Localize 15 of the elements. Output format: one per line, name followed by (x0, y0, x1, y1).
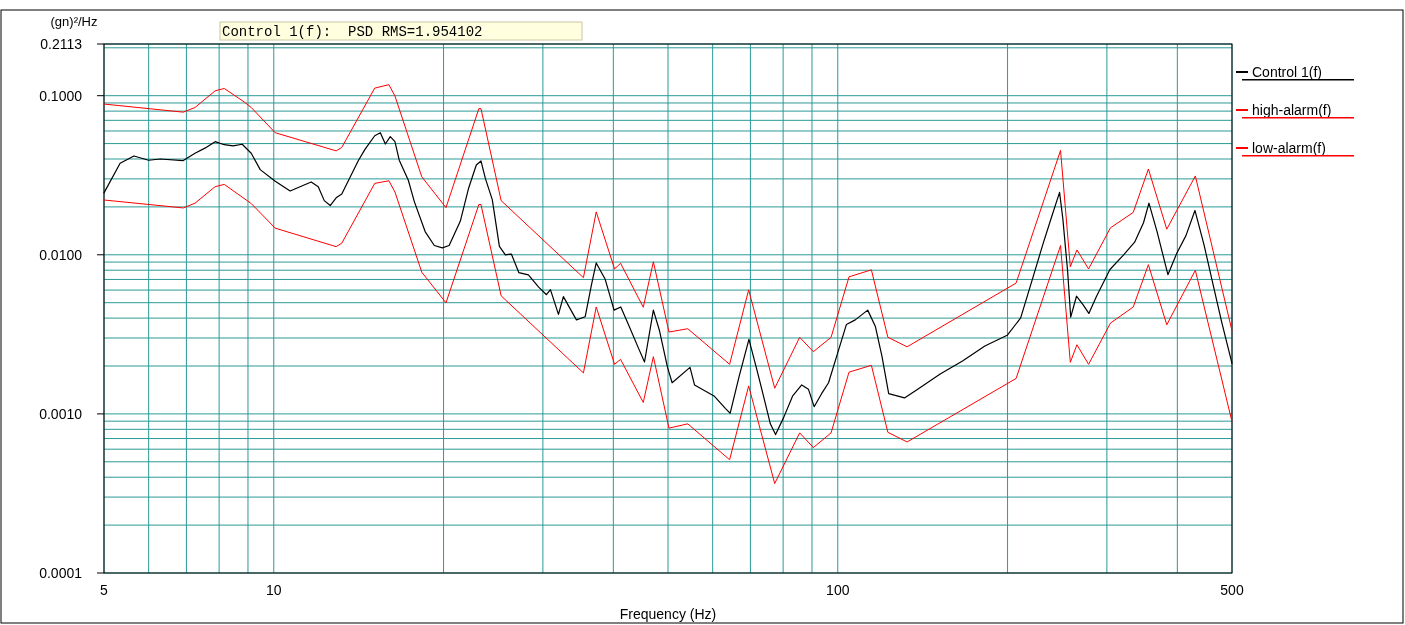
y-tick-label: 0.1000 (39, 87, 83, 104)
legend-label: high-alarm(f) (1252, 102, 1332, 118)
legend-label: Control 1(f) (1252, 64, 1323, 80)
x-axis-title: Frequency (Hz) (619, 606, 717, 622)
x-tick-label: 100 (826, 582, 850, 598)
y-tick-label: 0.2113 (40, 35, 83, 52)
y-tick-label: 0.0010 (39, 405, 83, 422)
y-tick-label: 0.0001 (39, 564, 83, 581)
x-tick-label: 10 (265, 582, 282, 598)
y-tick-label: 0.0100 (39, 246, 83, 263)
x-tick-label: 500 (1220, 582, 1244, 598)
legend-label: low-alarm(f) (1252, 140, 1326, 156)
y-axis-title: (gn)²/Hz (50, 14, 98, 29)
text: Control 1(f): PSD RMS=1.954102 (222, 24, 483, 40)
x-tick-label: 5 (100, 582, 109, 598)
